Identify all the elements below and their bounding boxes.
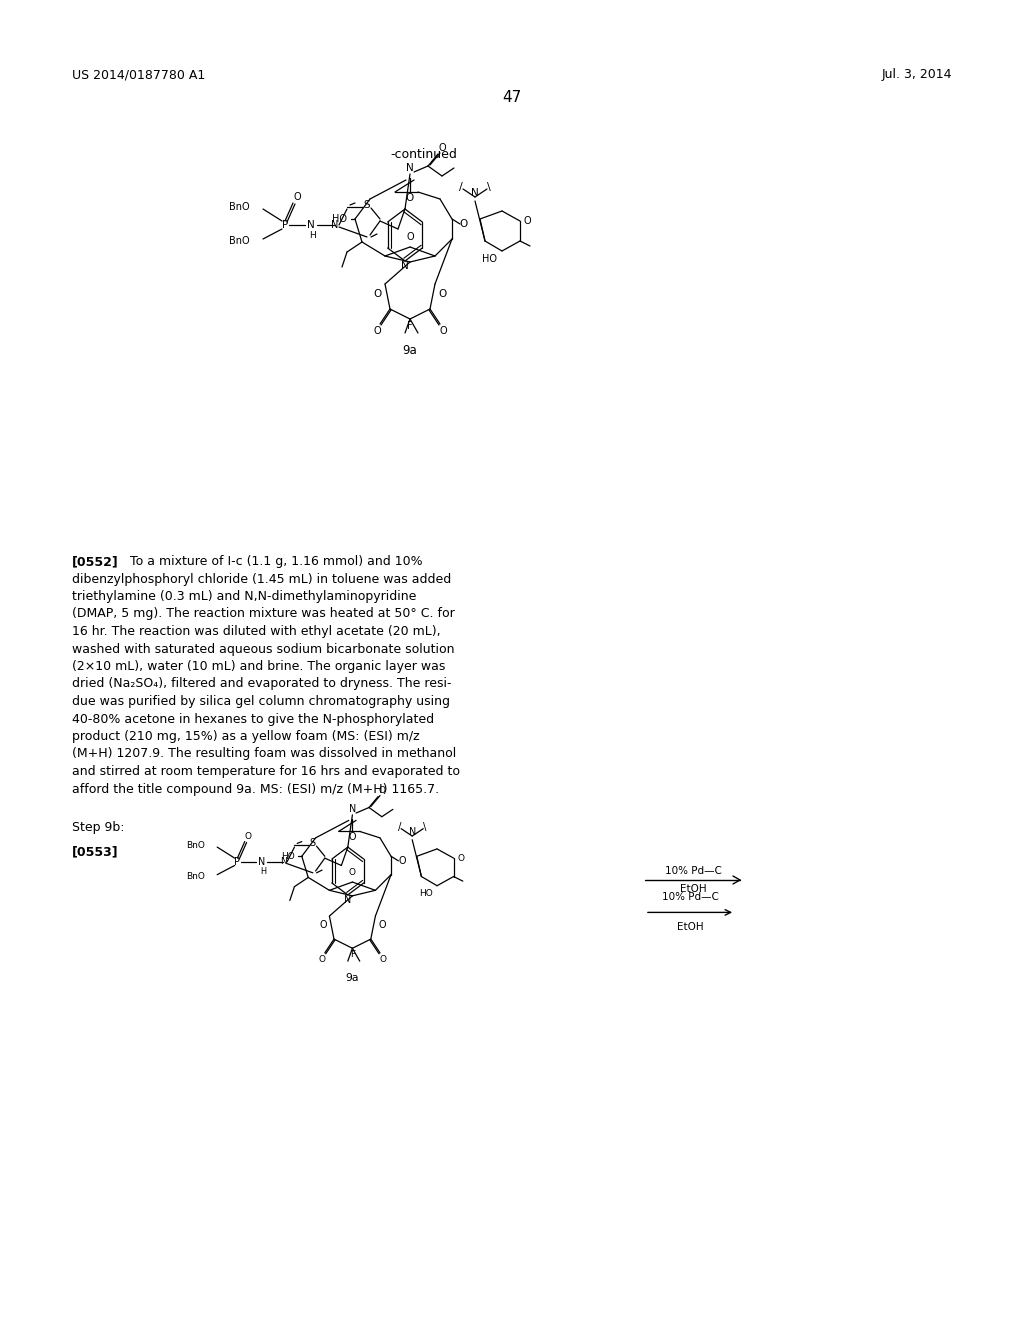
Text: N: N <box>332 220 339 230</box>
Text: [0553]: [0553] <box>72 846 119 858</box>
Text: O: O <box>319 920 327 931</box>
Text: due was purified by silica gel column chromatography using: due was purified by silica gel column ch… <box>72 696 450 708</box>
Text: 9a: 9a <box>402 345 418 358</box>
Text: (2×10 mL), water (10 mL) and brine. The organic layer was: (2×10 mL), water (10 mL) and brine. The … <box>72 660 445 673</box>
Text: triethylamine (0.3 mL) and N,N-dimethylaminopyridine: triethylamine (0.3 mL) and N,N-dimethyla… <box>72 590 417 603</box>
Text: O: O <box>348 832 356 842</box>
Text: \: \ <box>487 182 490 191</box>
Text: O: O <box>349 869 356 878</box>
Text: N: N <box>401 261 409 271</box>
Text: HO: HO <box>419 888 432 898</box>
Text: US 2014/0187780 A1: US 2014/0187780 A1 <box>72 69 205 81</box>
Text: O: O <box>245 832 252 841</box>
Text: /: / <box>397 822 401 832</box>
Text: N: N <box>280 857 287 866</box>
Text: 10% Pd—C: 10% Pd—C <box>665 866 722 876</box>
Text: HO: HO <box>332 214 347 224</box>
Text: O: O <box>373 326 381 337</box>
Text: O: O <box>398 855 406 866</box>
Text: /: / <box>459 182 463 191</box>
Text: To a mixture of I-c (1.1 g, 1.16 mmol) and 10%: To a mixture of I-c (1.1 g, 1.16 mmol) a… <box>130 554 423 568</box>
Text: N: N <box>407 162 414 173</box>
Text: (M+H) 1207.9. The resulting foam was dissolved in methanol: (M+H) 1207.9. The resulting foam was dis… <box>72 747 457 760</box>
Text: P: P <box>234 857 241 867</box>
Text: O: O <box>378 787 385 796</box>
Text: P: P <box>282 220 288 230</box>
Text: N: N <box>344 895 351 904</box>
Text: dried (Na₂SO₄), filtered and evaporated to dryness. The resi-: dried (Na₂SO₄), filtered and evaporated … <box>72 677 452 690</box>
Text: product (210 mg, 15%) as a yellow foam (MS: (ESI) m/z: product (210 mg, 15%) as a yellow foam (… <box>72 730 420 743</box>
Text: O: O <box>379 954 386 964</box>
Text: Jul. 3, 2014: Jul. 3, 2014 <box>882 69 952 81</box>
Text: Step 9b:: Step 9b: <box>72 821 125 834</box>
Text: and stirred at room temperature for 16 hrs and evaporated to: and stirred at room temperature for 16 h… <box>72 766 460 777</box>
Text: N: N <box>349 804 356 814</box>
Text: washed with saturated aqueous sodium bicarbonate solution: washed with saturated aqueous sodium bic… <box>72 643 455 656</box>
Text: H: H <box>260 866 266 875</box>
Text: -continued: -continued <box>390 148 457 161</box>
Text: \: \ <box>423 822 427 832</box>
Text: O: O <box>438 289 446 300</box>
Text: N: N <box>409 828 416 837</box>
Text: O: O <box>438 143 445 153</box>
Text: O: O <box>378 920 386 931</box>
Text: 9a: 9a <box>346 973 359 982</box>
Text: S: S <box>310 838 315 849</box>
Text: BnO: BnO <box>186 841 205 850</box>
Text: F: F <box>350 950 355 960</box>
Text: dibenzylphosphoryl chloride (1.45 mL) in toluene was added: dibenzylphosphoryl chloride (1.45 mL) in… <box>72 573 452 586</box>
Text: BnO: BnO <box>229 236 250 246</box>
Text: HO: HO <box>482 253 497 264</box>
Text: O: O <box>318 954 326 964</box>
Text: O: O <box>458 854 464 863</box>
Text: H: H <box>309 231 316 239</box>
Text: O: O <box>374 289 382 300</box>
Text: O: O <box>460 219 468 228</box>
Text: O: O <box>407 232 414 242</box>
Text: 16 hr. The reaction was diluted with ethyl acetate (20 mL),: 16 hr. The reaction was diluted with eth… <box>72 624 440 638</box>
Text: O: O <box>293 191 301 202</box>
Text: HO: HO <box>281 851 295 861</box>
Text: O: O <box>524 216 531 226</box>
Text: BnO: BnO <box>229 202 250 213</box>
Text: 40-80% acetone in hexanes to give the N-phosphorylated: 40-80% acetone in hexanes to give the N-… <box>72 713 434 726</box>
Text: (DMAP, 5 mg). The reaction mixture was heated at 50° C. for: (DMAP, 5 mg). The reaction mixture was h… <box>72 607 455 620</box>
Text: N: N <box>307 220 314 230</box>
Text: EtOH: EtOH <box>677 923 703 932</box>
Text: N: N <box>258 857 265 867</box>
Text: F: F <box>408 321 413 331</box>
Text: BnO: BnO <box>186 873 205 880</box>
Text: afford the title compound 9a. MS: (ESI) m/z (M+H) 1165.7.: afford the title compound 9a. MS: (ESI) … <box>72 783 439 796</box>
Text: EtOH: EtOH <box>680 884 707 894</box>
Text: O: O <box>406 193 414 203</box>
Text: S: S <box>364 201 371 210</box>
Text: 47: 47 <box>503 90 521 106</box>
Text: 10% Pd—C: 10% Pd—C <box>662 892 719 903</box>
Text: [0552]: [0552] <box>72 554 119 568</box>
Text: O: O <box>439 326 446 337</box>
Text: N: N <box>471 187 479 198</box>
